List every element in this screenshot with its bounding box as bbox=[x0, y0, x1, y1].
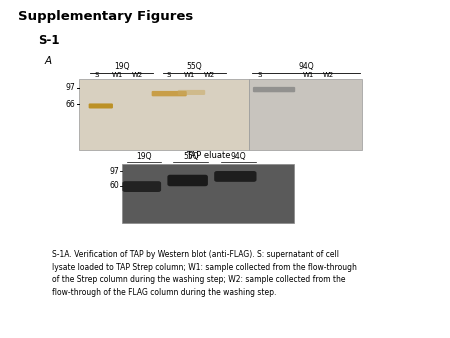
Text: 97: 97 bbox=[66, 83, 76, 92]
Text: W2: W2 bbox=[203, 72, 215, 78]
FancyBboxPatch shape bbox=[167, 175, 208, 186]
Text: W1: W1 bbox=[111, 72, 123, 78]
Text: A: A bbox=[45, 56, 52, 66]
Text: TAP eluate: TAP eluate bbox=[186, 151, 230, 160]
Text: S: S bbox=[166, 72, 171, 78]
Text: W1: W1 bbox=[302, 72, 314, 78]
Text: 19Q: 19Q bbox=[136, 152, 152, 161]
Text: 94Q: 94Q bbox=[298, 62, 314, 71]
Text: 94Q: 94Q bbox=[230, 152, 246, 161]
Bar bbox=[79, 79, 249, 150]
Text: S: S bbox=[94, 72, 99, 78]
FancyBboxPatch shape bbox=[152, 91, 187, 96]
FancyBboxPatch shape bbox=[89, 103, 113, 108]
Text: W2: W2 bbox=[132, 72, 143, 78]
Text: Supplementary Figures: Supplementary Figures bbox=[18, 10, 193, 23]
Text: 66: 66 bbox=[66, 100, 76, 108]
Text: S: S bbox=[258, 72, 262, 78]
Text: 97: 97 bbox=[109, 167, 119, 176]
FancyBboxPatch shape bbox=[214, 171, 256, 182]
FancyBboxPatch shape bbox=[178, 90, 205, 95]
FancyBboxPatch shape bbox=[253, 87, 295, 92]
Bar bbox=[249, 79, 362, 150]
Bar bbox=[122, 164, 294, 223]
Text: W2: W2 bbox=[323, 72, 334, 78]
Text: 55Q: 55Q bbox=[183, 152, 198, 161]
Text: 60: 60 bbox=[109, 182, 119, 190]
Text: 55Q: 55Q bbox=[187, 62, 202, 71]
Text: 19Q: 19Q bbox=[114, 62, 129, 71]
FancyBboxPatch shape bbox=[122, 181, 161, 192]
Text: S-1: S-1 bbox=[38, 34, 60, 47]
Text: S-1A. Verification of TAP by Western blot (anti-FLAG). S: supernatant of cell
ly: S-1A. Verification of TAP by Western blo… bbox=[52, 250, 356, 297]
Text: W1: W1 bbox=[183, 72, 195, 78]
